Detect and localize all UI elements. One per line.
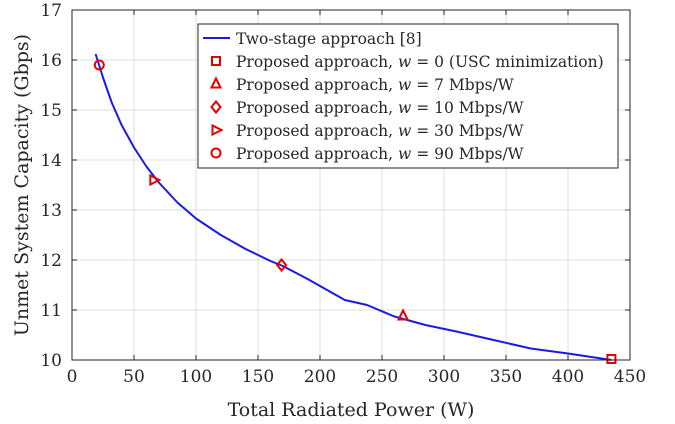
y-tick-label: 11 [40,301,62,321]
legend-marker-triangle-right [211,123,224,137]
x-tick-label: 450 [614,367,646,387]
x-tick-label: 150 [242,367,274,387]
x-tick-label: 350 [490,367,522,387]
legend-label: Proposed approach, w = 30 Mbps/W [236,122,524,140]
legend-label: Proposed approach, w = 0 (USC minimizati… [236,53,604,71]
data-point-triangle-right [149,173,162,187]
x-tick-label: 0 [67,367,78,387]
legend-marker-circle [210,147,222,159]
y-tick-label: 15 [40,101,62,121]
data-point-triangle-up [396,308,410,321]
legend-label: Proposed approach, w = 90 Mbps/W [236,145,524,163]
y-tick-label: 14 [40,151,62,171]
legend-marker-square [211,56,221,66]
legend-label: Proposed approach, w = 7 Mbps/W [236,76,514,94]
legend-marker-triangle-up [209,76,223,89]
axis-ticks: 0 50 100 150 200 250 300 350 400 450 10 11 12 13 14 15 1… [40,1,646,387]
axes-box [71,9,631,361]
legend-label: Two-stage approach [8] [236,30,422,48]
series-line-two-stage [94,53,612,361]
x-tick-label: 50 [123,367,145,387]
legend-label: Proposed approach, w = 10 Mbps/W [236,99,524,117]
x-tick-label: 300 [428,367,460,387]
y-tick-label: 17 [40,1,62,21]
x-tick-label: 200 [304,367,336,387]
y-tick-label: 12 [40,251,62,271]
legend-box [197,23,619,169]
data-point-diamond [275,257,288,273]
legend: Two-stage approach [8] Proposed approach,… [197,23,619,169]
x-tick-label: 100 [180,367,212,387]
y-tick-label: 10 [40,351,62,371]
plot-area [94,53,612,361]
x-axis-title: Total Radiated Power (W) [228,399,475,421]
legend-marker-diamond [210,99,222,115]
x-tick-label: 250 [366,367,398,387]
data-point-square [606,354,617,364]
y-axis-title: Unmet System Capacity (Gbps) [11,34,33,336]
data-markers [93,59,617,364]
x-tick-label: 400 [552,367,584,387]
y-tick-label: 16 [40,51,62,71]
y-tick-label: 13 [40,201,62,221]
data-point-circle [93,59,105,71]
